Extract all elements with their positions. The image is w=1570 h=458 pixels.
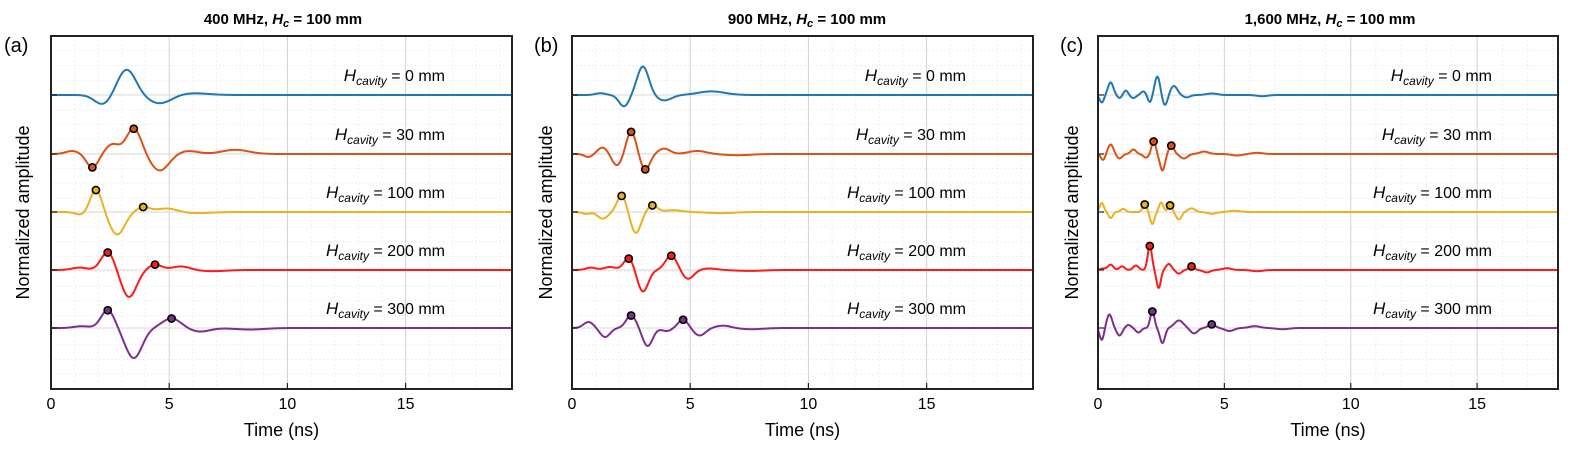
x-tick-label: 5 [1220,396,1229,413]
peak-marker [1166,141,1176,151]
series-line [50,309,513,359]
x-tick-label: 10 [1342,396,1360,413]
series-line [1097,310,1559,344]
series-label: Hcavity = 200 mm [326,241,445,263]
chart-panel-1: Hcavity = 0 mm Hcavity = 30 mm Hcavity = 1… [4,11,513,440]
chart-panel-2: Hcavity = 0 mm Hcavity = 30 mm Hcavity = 1… [534,11,1034,440]
y-axis-label: Normalized amplitude [13,125,33,299]
x-tick-label: 15 [918,396,936,413]
series-label: Hcavity = 200 mm [1373,241,1492,263]
peak-marker [1145,241,1155,251]
x-tick-label: 0 [1094,396,1103,413]
series-line [571,65,1034,108]
y-axis-label: Normalized amplitude [536,125,556,299]
series-5: Hcavity = 300 mm [1097,299,1559,344]
peak-marker [617,191,627,201]
chart-title: 1,600 MHz, Hc = 100 mm [1245,11,1416,30]
series-line [50,127,513,172]
peak-marker [640,164,650,174]
series-label: Hcavity = 200 mm [847,241,966,263]
peak-marker [91,185,101,195]
panel-label: (b) [534,35,558,57]
series-label: Hcavity = 30 mm [1382,125,1492,147]
series-label: Hcavity = 300 mm [326,299,445,321]
peak-marker [1149,137,1159,146]
x-tick-label: 0 [47,396,56,413]
peak-marker [129,124,139,134]
series-line [50,68,513,105]
series-line [1097,75,1559,106]
series-2: Hcavity = 30 mm [1097,125,1559,172]
peak-marker [626,311,636,320]
series-label: Hcavity = 0 mm [344,66,445,88]
series-line [50,251,513,298]
series-2: Hcavity = 30 mm [50,124,513,172]
peak-marker [624,254,634,264]
peak-marker [150,260,160,270]
series-2: Hcavity = 30 mm [571,125,1034,174]
series-1: Hcavity = 0 mm [50,66,513,105]
series-label: Hcavity = 0 mm [865,66,966,88]
peak-marker [626,127,636,137]
y-axis-label: Normalized amplitude [1062,125,1082,299]
x-tick-label: 0 [568,396,577,413]
series-line [50,189,513,236]
chart-title: 900 MHz, Hc = 100 mm [728,11,886,30]
peak-marker [647,201,657,210]
x-axis-label: Time (ns) [1290,420,1365,440]
peak-marker [1207,320,1217,329]
peak-marker [103,305,113,315]
series-label: Hcavity = 300 mm [847,299,966,321]
peak-marker [1165,201,1175,210]
series-label: Hcavity = 100 mm [1373,183,1492,205]
series-4: Hcavity = 200 mm [1097,241,1559,289]
series-1: Hcavity = 0 mm [571,65,1034,108]
peak-marker [1147,307,1157,316]
peak-marker [678,315,688,325]
series-label: Hcavity = 0 mm [1391,66,1492,88]
series-line [571,314,1034,347]
series-1: Hcavity = 0 mm [1097,66,1559,106]
x-tick-label: 10 [800,396,818,413]
series-label: Hcavity = 30 mm [335,125,445,147]
series-5: Hcavity = 300 mm [50,299,513,359]
peak-marker [1187,262,1196,271]
chart-title: 400 MHz, Hc = 100 mm [204,11,362,30]
series-3: Hcavity = 100 mm [571,183,1034,234]
peak-marker [1140,200,1150,209]
series-4: Hcavity = 200 mm [571,241,1034,293]
series-label: Hcavity = 100 mm [847,183,966,205]
peak-marker [138,202,148,212]
series-line [1097,140,1559,172]
series-label: Hcavity = 30 mm [856,125,966,147]
peak-marker [666,251,676,261]
x-tick-label: 15 [397,396,415,413]
x-tick-label: 10 [279,396,297,413]
panel-label: (c) [1060,35,1083,57]
peak-marker [87,162,97,172]
series-label: Hcavity = 100 mm [326,183,445,205]
x-tick-label: 5 [165,396,174,413]
series-line [1097,245,1559,289]
series-5: Hcavity = 300 mm [571,299,1034,347]
series-line [571,130,1034,171]
x-tick-label: 15 [1468,396,1486,413]
chart-panel-3: Hcavity = 0 mm Hcavity = 30 mm Hcavity = 1… [1060,11,1559,440]
series-line [571,254,1034,293]
series-4: Hcavity = 200 mm [50,241,513,298]
x-tick-label: 5 [686,396,695,413]
series-line [1097,201,1559,225]
series-3: Hcavity = 100 mm [1097,183,1559,225]
peak-marker [103,248,113,257]
series-label: Hcavity = 300 mm [1373,299,1492,321]
peak-marker [167,314,176,323]
x-axis-label: Time (ns) [765,420,840,440]
series-3: Hcavity = 100 mm [50,183,513,236]
panel-label: (a) [4,35,28,57]
x-axis-label: Time (ns) [244,420,319,440]
